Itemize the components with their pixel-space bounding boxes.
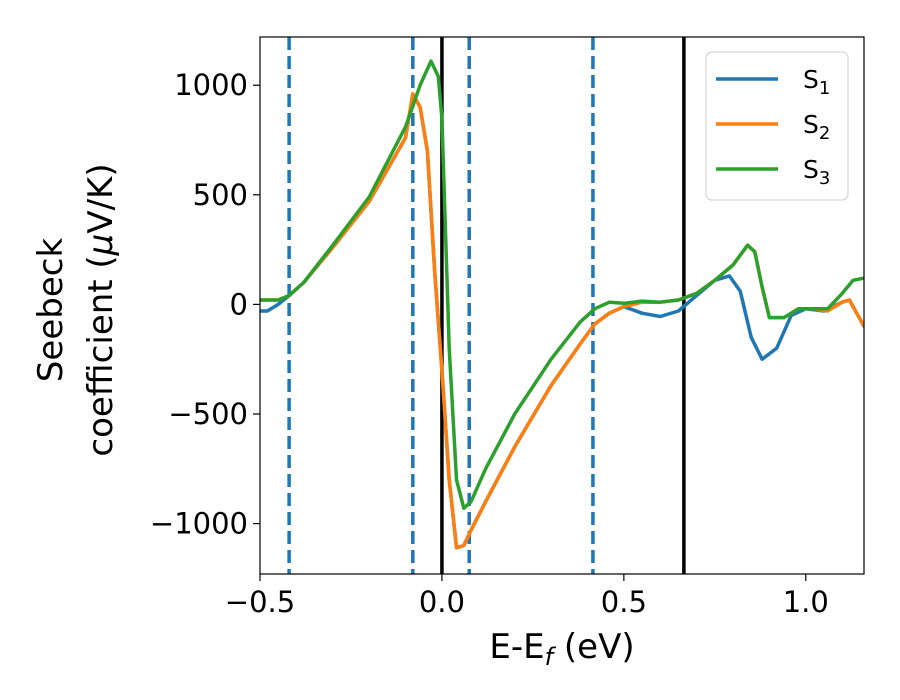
legend-label-1: S1	[803, 65, 830, 99]
axes-frame	[259, 36, 865, 575]
x-tick-label: −0.5	[225, 585, 295, 619]
x-tick-label: 0.5	[601, 585, 647, 619]
x-tick-label: 0.0	[419, 585, 465, 619]
y-tick-label: 1000	[174, 68, 248, 102]
x-tick-label: 1.0	[783, 585, 829, 619]
y-axis-label-line1: Seebeck	[31, 238, 71, 383]
axis-ticks: −0.5 0.0 0.5 1.0 1000 500 0 −500 −1000	[150, 68, 829, 619]
y-tick-label: −500	[168, 397, 248, 431]
legend-label-3: S3	[803, 155, 830, 189]
y-axis-label: Seebeck coefficient (μV/K)	[31, 163, 121, 456]
y-tick-label: 500	[193, 178, 248, 212]
x-axis-label: E-Ef (eV)	[489, 627, 634, 671]
y-tick-label: 0	[230, 287, 248, 321]
plot-area	[260, 37, 864, 574]
legend: S1 S2 S3	[705, 51, 849, 201]
legend-label-2: S2	[803, 110, 830, 144]
y-tick-label: −1000	[150, 507, 248, 541]
legend-box	[705, 51, 849, 201]
y-axis-label-line2: coefficient (μV/K)	[81, 163, 121, 456]
series-line-3	[260, 59, 864, 510]
